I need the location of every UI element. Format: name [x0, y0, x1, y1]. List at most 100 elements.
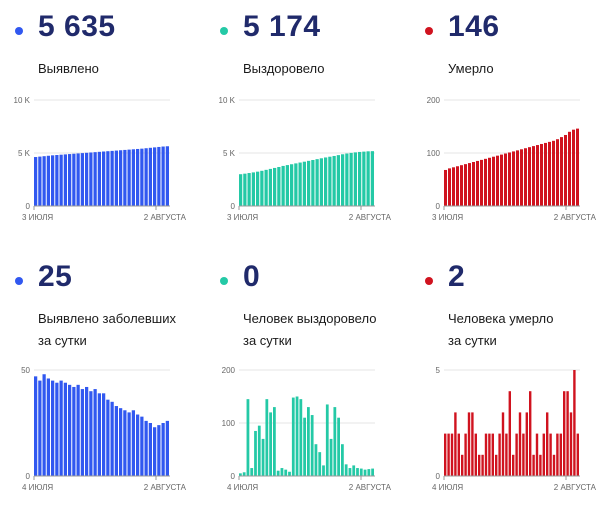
stat-value: 0 [243, 260, 261, 293]
bar [468, 163, 471, 206]
bar [153, 147, 157, 206]
bar [97, 393, 101, 476]
x-tick-label-start: 3 ИЮЛЯ [22, 213, 53, 222]
bar [460, 165, 463, 206]
bar [563, 391, 566, 476]
x-tick-label-end: 2 АВГУСТА [349, 213, 392, 222]
bar [144, 148, 148, 206]
stat-label-line: за сутки [243, 333, 292, 348]
stat-label: Умерло [448, 58, 494, 80]
bar [358, 151, 362, 206]
y-tick-label: 0 [231, 202, 236, 211]
stat-value: 146 [448, 10, 500, 43]
bar [549, 433, 552, 476]
stat-panel-total-cases: 5 635 Выявлено 10 K 5 K 0 3 ИЮЛЯ 2 АВГУСТА [0, 0, 190, 245]
bar [362, 151, 366, 206]
y-tick-label: 5 [436, 366, 441, 375]
circle-dot-icon [220, 277, 228, 285]
bar [559, 433, 562, 476]
bar [472, 162, 475, 206]
bar [302, 161, 306, 206]
bar [123, 410, 127, 476]
bar [119, 408, 123, 476]
y-tick-label: 0 [436, 472, 441, 481]
stat-value: 2 [448, 260, 466, 293]
x-tick-label-start: 4 ИЮЛЯ [22, 483, 53, 492]
bar-chart-daily-recovered: 200 100 0 4 ИЮЛЯ 2 АВГУСТА [222, 366, 392, 492]
bar [42, 374, 46, 476]
bar [540, 143, 543, 206]
bar [239, 473, 242, 476]
bar [461, 454, 464, 476]
bar [303, 417, 306, 476]
bar [532, 454, 535, 476]
bar [311, 159, 315, 206]
bar [344, 464, 348, 476]
bar [508, 391, 511, 476]
bar [127, 412, 131, 476]
stat-label-line: Человека умерло [448, 311, 554, 326]
bar [119, 150, 123, 206]
bar [539, 454, 542, 476]
y-tick-label: 50 [21, 366, 30, 375]
x-tick-label-end: 2 АВГУСТА [144, 483, 187, 492]
stat-value: 25 [38, 260, 73, 293]
bar [495, 454, 498, 476]
bar [568, 131, 571, 206]
bar [34, 157, 38, 206]
bar [59, 380, 63, 476]
bar [59, 154, 63, 206]
bar [254, 430, 257, 476]
bar [38, 156, 42, 206]
bar [516, 150, 519, 206]
bar [260, 170, 264, 206]
bar [528, 147, 531, 206]
bar [512, 151, 515, 206]
bar [123, 149, 127, 206]
bar [63, 382, 67, 476]
bar [322, 465, 325, 476]
bar [148, 423, 152, 476]
x-tick-label-start: 4 ИЮЛЯ [227, 483, 258, 492]
bar [114, 406, 118, 476]
bar [250, 468, 254, 476]
circle-dot-icon [425, 277, 433, 285]
bar [247, 173, 251, 206]
bar [80, 389, 84, 476]
bar [319, 158, 323, 206]
y-tick-label: 10 K [14, 96, 31, 105]
bar [564, 134, 567, 206]
bar [504, 153, 507, 206]
bar [367, 469, 371, 476]
bar [257, 425, 261, 476]
bar [161, 423, 165, 476]
bar [524, 148, 527, 206]
bar [522, 433, 525, 476]
circle-dot-icon [15, 27, 23, 35]
bar [269, 412, 272, 476]
bar [76, 384, 80, 476]
bar [68, 384, 72, 476]
bar [535, 433, 539, 476]
bar [325, 404, 329, 476]
bar [542, 433, 545, 476]
bar [484, 158, 487, 206]
y-tick-label: 0 [26, 472, 31, 481]
x-tick-label-end: 2 АВГУСТА [349, 483, 392, 492]
stat-label-line: Выздоровело [243, 61, 325, 76]
y-tick-label: 10 K [219, 96, 236, 105]
bar [264, 169, 268, 206]
bar [548, 141, 551, 206]
bar [353, 152, 357, 206]
bar [337, 417, 340, 476]
bar [456, 166, 459, 206]
bar [500, 154, 503, 206]
stat-panel-total-deaths: 146 Умерло 200 100 0 3 ИЮЛЯ 2 АВГУСТА [410, 0, 600, 245]
bar [336, 155, 340, 206]
bar [55, 382, 59, 476]
y-tick-label: 100 [222, 419, 236, 428]
x-tick-label-end: 2 АВГУСТА [554, 483, 597, 492]
bar [288, 471, 291, 476]
bar [242, 472, 246, 476]
bar [370, 151, 374, 206]
